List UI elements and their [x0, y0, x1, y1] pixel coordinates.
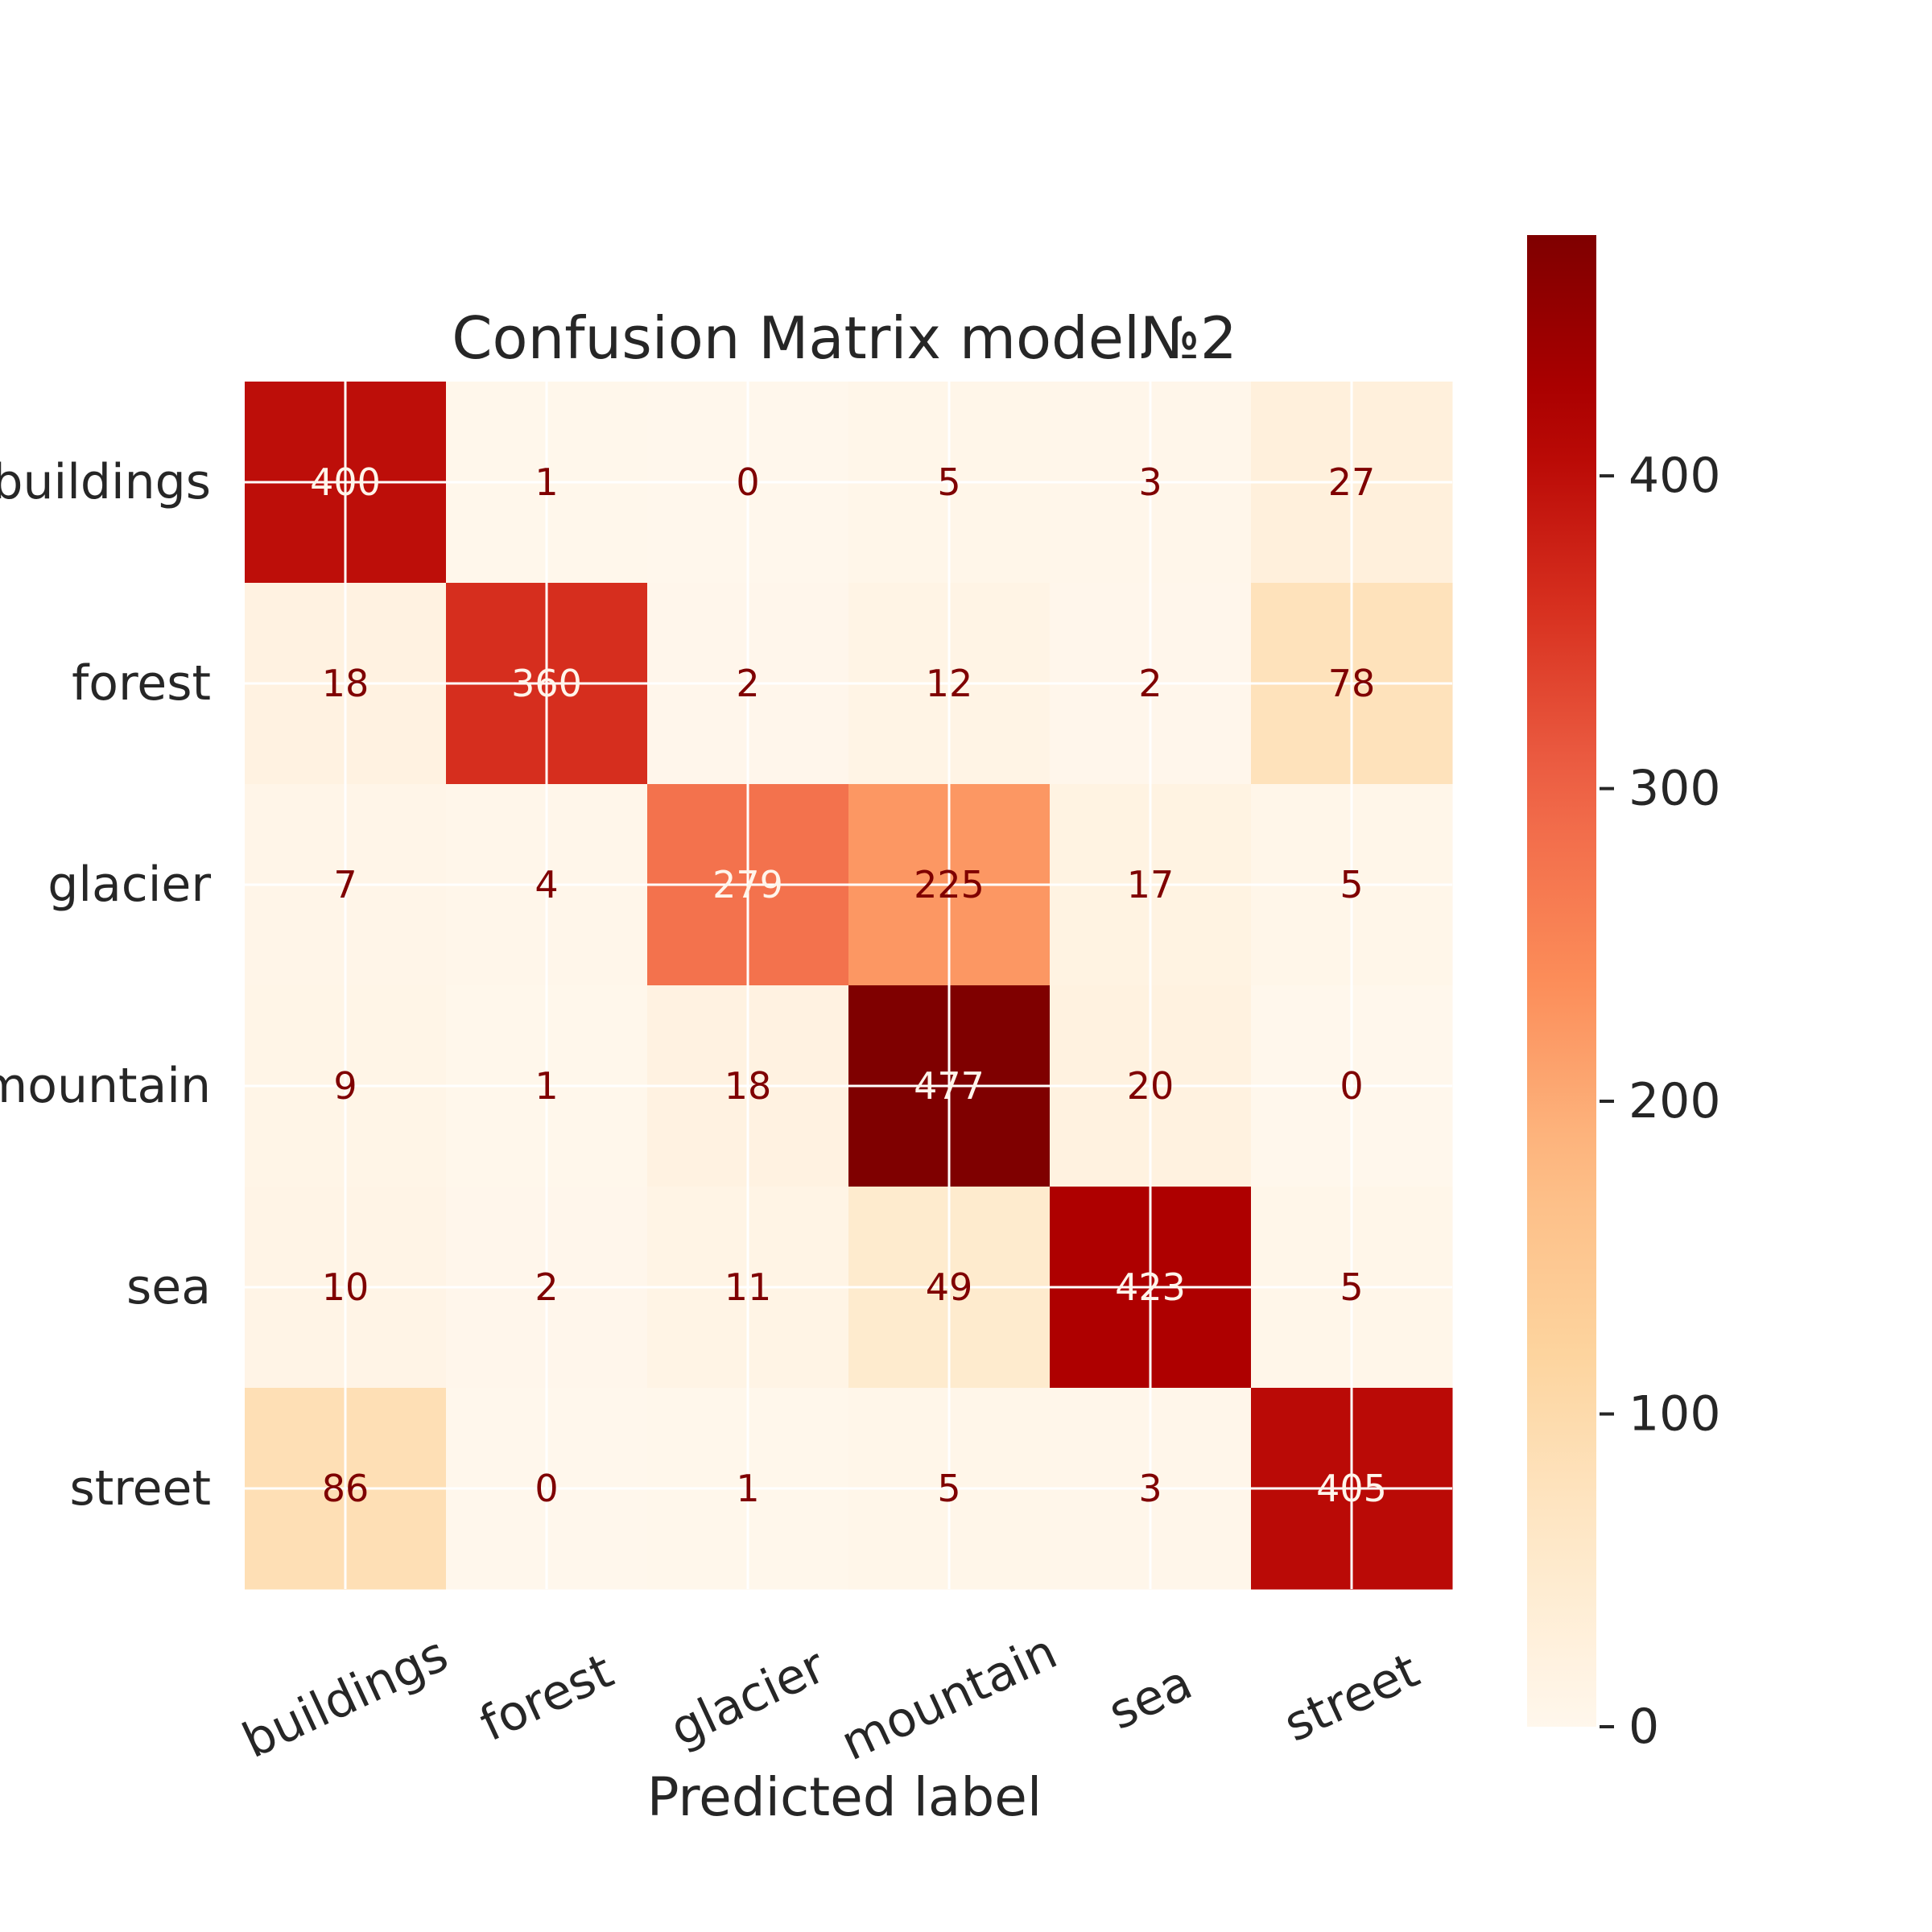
cell-value-label: 225: [914, 863, 985, 906]
colorbar-tick-label: 100: [1629, 1386, 1721, 1443]
colorbar-tick-label: 0: [1629, 1699, 1659, 1755]
cell-value-label: 78: [1328, 662, 1376, 705]
colorbar-ticks: 0 100 200 300 400: [1600, 448, 1721, 1755]
cell-value-label: 4: [535, 863, 558, 906]
y-tick-label: street: [70, 1460, 212, 1517]
cell-value-label: 0: [1340, 1064, 1363, 1108]
cell-value-label: 20: [1127, 1064, 1174, 1108]
cell-value-label: 5: [937, 1467, 960, 1510]
x-axis-label: Predicted label: [647, 1766, 1042, 1828]
cell-value-label: 1: [736, 1467, 759, 1510]
cell-value-label: 9: [333, 1064, 357, 1108]
cell-value-label: 0: [535, 1467, 558, 1510]
y-tick-label: sea: [126, 1259, 211, 1315]
cell-value-label: 400: [310, 460, 381, 504]
cell-value-label: 3: [1138, 1467, 1162, 1510]
heatmap-cells: [245, 382, 1453, 1590]
cell-value-label: 279: [712, 863, 783, 906]
cell-value-label: 5: [1340, 1265, 1363, 1309]
y-tick-label: forest: [72, 655, 211, 712]
colorbar: [1527, 235, 1596, 1727]
cell-value-label: 7: [333, 863, 357, 906]
cell-value-label: 18: [724, 1064, 772, 1108]
cell-value-label: 18: [322, 662, 369, 705]
cell-value-label: 5: [1340, 863, 1363, 906]
cell-value-label: 86: [322, 1467, 369, 1510]
cell-value-label: 423: [1115, 1265, 1186, 1309]
cell-value-label: 12: [926, 662, 973, 705]
cell-value-label: 477: [914, 1064, 985, 1108]
cell-value-label: 2: [1138, 662, 1162, 705]
cell-value-label: 405: [1316, 1467, 1387, 1510]
cell-value-label: 27: [1328, 460, 1376, 504]
cell-value-label: 360: [511, 662, 582, 705]
cell-value-label: 49: [926, 1265, 973, 1309]
cell-value-label: 11: [724, 1265, 772, 1309]
chart-title: Confusion Matrix model№2: [452, 304, 1236, 372]
cell-value-label: 1: [535, 460, 558, 504]
y-tick-label: glacier: [47, 857, 211, 913]
y-tick-labels: buildings forest glacier mountain sea street: [0, 454, 211, 1517]
cell-value-label: 0: [736, 460, 759, 504]
cell-value-label: 1: [535, 1064, 558, 1108]
cell-value-label: 2: [736, 662, 759, 705]
grid-lines: [245, 382, 1452, 1589]
colorbar-tick-label: 200: [1629, 1073, 1721, 1129]
y-tick-label: buildings: [0, 454, 211, 510]
colorbar-tick-label: 300: [1629, 761, 1721, 817]
cell-value-label: 10: [322, 1265, 369, 1309]
cell-value-label: 17: [1127, 863, 1174, 906]
y-tick-label: mountain: [0, 1058, 211, 1114]
cell-value-label: 2: [535, 1265, 558, 1309]
cell-value-label: 3: [1138, 460, 1162, 504]
colorbar-tick-label: 400: [1629, 448, 1721, 504]
cell-value-label: 5: [937, 460, 960, 504]
